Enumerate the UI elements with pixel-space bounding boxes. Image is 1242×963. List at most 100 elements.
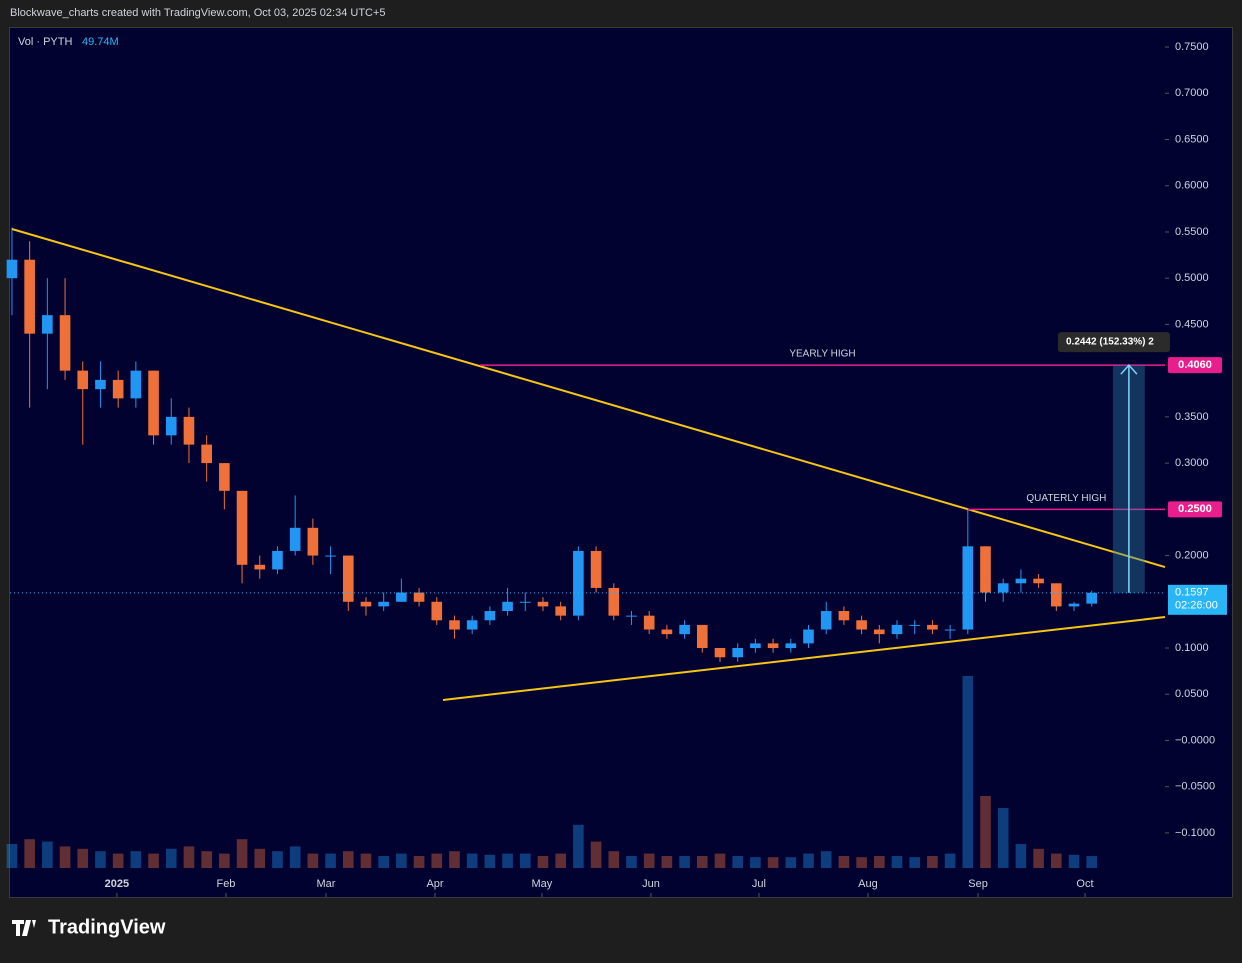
trendline bbox=[11, 228, 1166, 568]
y-tick-label: 0.3500 bbox=[1175, 411, 1209, 423]
volume-bar bbox=[980, 796, 991, 868]
volume-bar bbox=[891, 856, 903, 868]
candle-body bbox=[803, 629, 814, 644]
logo-icon bbox=[12, 920, 36, 936]
candle-body bbox=[1051, 583, 1062, 607]
volume-bar bbox=[519, 853, 531, 868]
volume-bar bbox=[767, 857, 779, 868]
x-tick-label: Sep bbox=[968, 878, 988, 890]
volume-bar bbox=[112, 853, 124, 868]
x-tick-label: Jul bbox=[752, 878, 766, 890]
candle-body bbox=[325, 555, 336, 557]
y-tick-label: 0.4500 bbox=[1175, 318, 1209, 330]
volume-bar bbox=[413, 856, 425, 868]
volume-bar bbox=[820, 851, 832, 868]
candle-body bbox=[183, 416, 195, 445]
x-tick-label: Jun bbox=[642, 878, 660, 890]
volume-bar bbox=[59, 846, 71, 868]
candle-body bbox=[732, 648, 744, 658]
volume-bar bbox=[272, 851, 283, 868]
y-tick-label: −0.1000 bbox=[1175, 827, 1215, 839]
volume-bar bbox=[183, 846, 195, 868]
last-price-timer: 02:26:00 bbox=[1175, 600, 1218, 612]
last-price-tag-bg bbox=[1168, 584, 1227, 615]
candle-body bbox=[626, 615, 637, 617]
candle-body bbox=[360, 601, 372, 607]
candle-body bbox=[555, 606, 566, 616]
candle-body bbox=[856, 620, 867, 630]
volume-bar bbox=[466, 853, 478, 868]
volume-bar bbox=[732, 856, 744, 868]
volume-bar bbox=[927, 856, 938, 868]
volume-bar bbox=[1068, 854, 1080, 868]
volume-bar bbox=[307, 853, 319, 868]
x-tick-label: Apr bbox=[426, 878, 443, 890]
volume-bar bbox=[396, 853, 407, 868]
legend-value: 49.74M bbox=[82, 36, 119, 48]
y-tick-label: 0.3000 bbox=[1175, 457, 1209, 469]
candle-body bbox=[519, 601, 531, 603]
candle-body bbox=[95, 379, 106, 390]
logo: TradingView bbox=[12, 916, 166, 938]
candle-body bbox=[891, 624, 903, 635]
x-tick-label: Mar bbox=[316, 878, 335, 890]
candle-body bbox=[608, 587, 620, 616]
measure-arrowhead bbox=[1120, 363, 1138, 375]
candle-body bbox=[590, 550, 602, 588]
volume-bar bbox=[42, 841, 53, 868]
level-label: QUATERLY HIGH bbox=[1026, 493, 1106, 504]
volume-bar bbox=[909, 857, 921, 868]
volume-bar bbox=[289, 846, 301, 868]
volume-bar bbox=[573, 824, 584, 868]
volume-bar bbox=[1086, 856, 1098, 868]
volume-bar bbox=[449, 851, 460, 868]
volume-bar bbox=[502, 853, 513, 868]
level-tag: 0.4060 bbox=[1178, 359, 1212, 371]
y-tick-label: 0.1000 bbox=[1175, 642, 1209, 654]
volume-bar bbox=[6, 844, 18, 868]
volume-bar bbox=[661, 856, 673, 868]
candle-body bbox=[537, 601, 549, 607]
logo-text: TradingView bbox=[48, 916, 166, 938]
candle-body bbox=[307, 527, 319, 556]
candle-body bbox=[820, 611, 832, 630]
y-tick-label: −0.0500 bbox=[1175, 781, 1215, 793]
volume-bar bbox=[342, 851, 354, 868]
volume-bar bbox=[626, 856, 637, 868]
volume-bar bbox=[378, 856, 389, 868]
level-tag-bg bbox=[1168, 357, 1222, 374]
header: Blockwave_charts created with TradingVie… bbox=[10, 7, 386, 19]
candle-body bbox=[714, 648, 726, 658]
volume-bar bbox=[785, 857, 797, 868]
last-price-tag: 0.1597 bbox=[1175, 587, 1209, 599]
y-tick-label: 0.6500 bbox=[1175, 133, 1209, 145]
candle-body bbox=[838, 611, 850, 621]
x-tick-label: 2025 bbox=[105, 878, 129, 890]
volume-bar bbox=[360, 853, 372, 868]
candle-body bbox=[997, 583, 1009, 593]
plot-bg bbox=[9, 27, 1233, 898]
candle-body bbox=[77, 370, 89, 390]
candle-body bbox=[750, 643, 761, 649]
candle-body bbox=[342, 555, 354, 602]
candle-body bbox=[59, 315, 71, 371]
volume-bar bbox=[24, 839, 35, 868]
volume-bar bbox=[714, 853, 726, 868]
y-tick-label: 0.0500 bbox=[1175, 688, 1209, 700]
y-tick-label: 0.6000 bbox=[1175, 180, 1209, 192]
volume-bar bbox=[325, 853, 336, 868]
candle-body bbox=[431, 601, 443, 621]
volume-bar bbox=[679, 856, 690, 868]
level-label: YEARLY HIGH bbox=[789, 349, 855, 360]
volume-bar bbox=[1051, 853, 1062, 868]
candle-body bbox=[980, 546, 991, 593]
candle-body bbox=[643, 615, 655, 630]
volume-bar bbox=[201, 851, 212, 868]
candle-body bbox=[679, 624, 690, 635]
volume-bar bbox=[130, 851, 142, 868]
candle-body bbox=[573, 550, 584, 616]
volume-bar bbox=[962, 676, 974, 868]
x-tick-label: Feb bbox=[216, 878, 235, 890]
volume-bar bbox=[803, 853, 814, 868]
